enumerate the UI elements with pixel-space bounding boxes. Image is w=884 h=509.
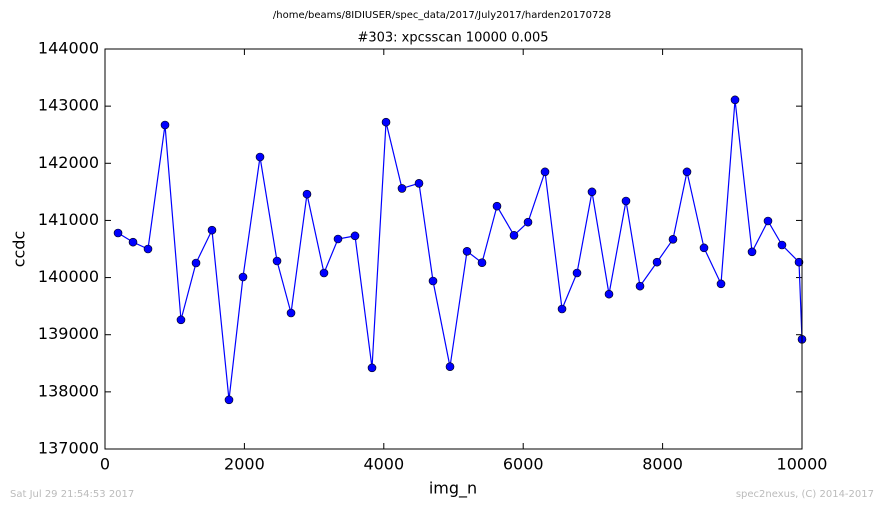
data-point xyxy=(462,246,472,256)
data-point xyxy=(557,304,567,314)
data-point xyxy=(176,315,186,325)
data-point xyxy=(350,231,360,241)
chart-title: #303: xpcsscan 10000 0.005 xyxy=(357,31,548,46)
data-point xyxy=(747,247,757,257)
data-point xyxy=(143,244,153,254)
footer-right: spec2nexus, (C) 2014-2017 xyxy=(736,489,874,500)
data-point xyxy=(160,120,170,130)
data-point xyxy=(509,230,519,240)
data-point xyxy=(492,201,502,211)
y-tick-label: 142000 xyxy=(38,153,99,172)
data-point xyxy=(272,256,282,266)
data-point xyxy=(587,187,597,197)
data-point xyxy=(381,117,391,127)
data-point xyxy=(716,279,726,289)
data-point xyxy=(777,240,787,250)
y-tick-label: 143000 xyxy=(38,96,99,115)
y-tick-label: 141000 xyxy=(38,210,99,229)
data-point xyxy=(207,225,217,235)
data-point xyxy=(668,234,678,244)
data-point xyxy=(224,395,234,405)
data-point xyxy=(113,228,123,238)
y-tick-label: 144000 xyxy=(38,39,99,58)
x-tick-label: 0 xyxy=(100,455,110,474)
data-point xyxy=(604,289,614,299)
footer-left: Sat Jul 29 21:54:53 2017 xyxy=(10,489,134,500)
data-point xyxy=(540,167,550,177)
x-tick-label: 2000 xyxy=(224,455,265,474)
data-point xyxy=(794,257,804,267)
data-point xyxy=(699,243,709,253)
suptitle: /home/beams/8IDIUSER/spec_data/2017/July… xyxy=(273,10,611,21)
data-point xyxy=(255,152,265,162)
data-point xyxy=(191,258,201,268)
x-tick-label: 10000 xyxy=(777,455,828,474)
x-tick-label: 4000 xyxy=(363,455,404,474)
data-point xyxy=(414,178,424,188)
data-point xyxy=(621,196,631,206)
y-tick-label: 137000 xyxy=(38,439,99,458)
data-point xyxy=(286,308,296,318)
y-tick-label: 140000 xyxy=(38,267,99,286)
plot-frame xyxy=(104,48,803,450)
data-point xyxy=(763,216,773,226)
x-tick-label: 8000 xyxy=(642,455,683,474)
data-point xyxy=(635,281,645,291)
x-axis-label: img_n xyxy=(429,479,477,499)
data-point xyxy=(428,276,438,286)
y-tick-label: 138000 xyxy=(38,381,99,400)
data-point xyxy=(682,167,692,177)
data-point xyxy=(128,237,138,247)
data-point xyxy=(319,268,329,278)
x-tick-label: 6000 xyxy=(503,455,544,474)
data-point xyxy=(333,234,343,244)
data-point xyxy=(445,362,455,372)
data-point xyxy=(730,95,740,105)
y-axis-label: ccdc xyxy=(10,231,29,268)
data-point xyxy=(477,258,487,268)
data-point xyxy=(572,268,582,278)
data-point xyxy=(397,184,407,193)
data-point xyxy=(302,189,312,199)
y-tick-label: 139000 xyxy=(38,324,99,343)
data-point xyxy=(652,257,662,267)
data-point xyxy=(238,272,248,282)
data-point xyxy=(367,363,377,373)
data-point xyxy=(523,217,533,227)
